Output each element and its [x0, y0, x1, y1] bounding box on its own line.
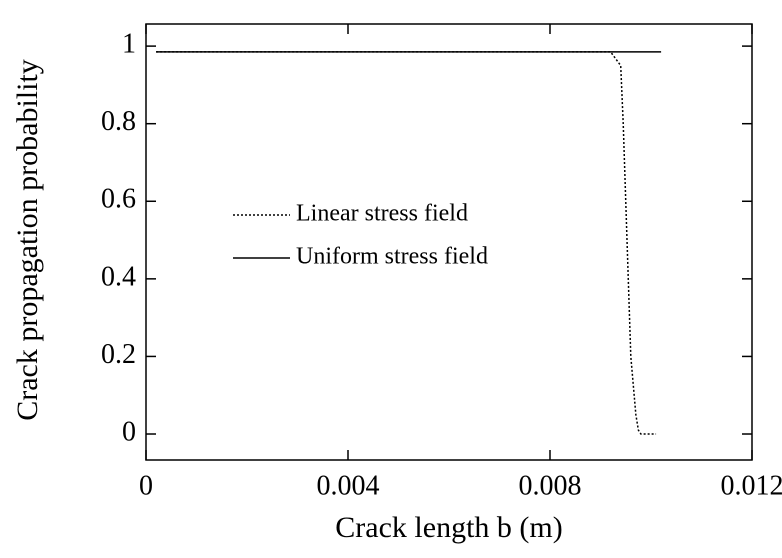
y-tick-label: 0.8: [101, 106, 136, 137]
y-tick-label: 0.4: [101, 261, 136, 292]
line-series: [156, 51, 657, 435]
x-tick-label: 0: [139, 470, 153, 501]
x-tick-label: 0.008: [519, 470, 582, 501]
y-axis-title: Crack propagation probability: [11, 59, 44, 421]
x-axis-title: Crack length b (m): [335, 511, 562, 544]
y-tick-label: 0.6: [101, 184, 136, 215]
legend-label: Linear stress field: [296, 201, 468, 227]
y-tick-label: 0: [122, 416, 136, 447]
plot-frame: [145, 23, 753, 461]
x-tick-label: 0.012: [721, 470, 782, 501]
y-tick-label: 0.2: [101, 339, 136, 370]
x-tick-label: 0.004: [317, 470, 380, 501]
y-tick-label: 1: [122, 29, 136, 60]
legend-label: Uniform stress field: [296, 244, 488, 270]
